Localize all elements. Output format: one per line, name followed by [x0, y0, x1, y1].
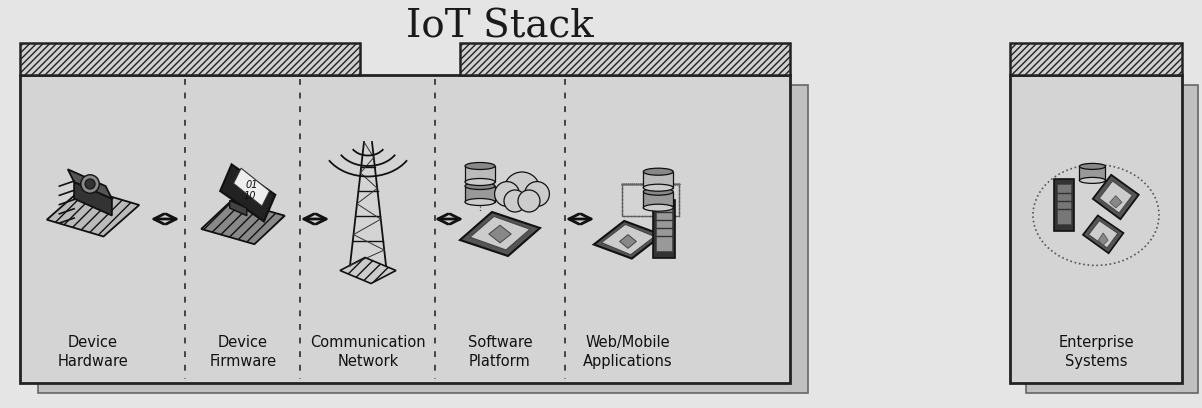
Bar: [1054, 179, 1073, 231]
Bar: [1027, 85, 1198, 393]
Bar: [623, 184, 679, 216]
Bar: [460, 43, 790, 75]
Circle shape: [494, 182, 519, 206]
Ellipse shape: [1079, 177, 1106, 184]
Bar: [643, 172, 673, 188]
Text: 10: 10: [243, 191, 256, 201]
Polygon shape: [489, 225, 511, 243]
Polygon shape: [75, 182, 112, 215]
Polygon shape: [1099, 233, 1108, 245]
Bar: [465, 166, 495, 182]
Polygon shape: [1083, 215, 1124, 253]
Ellipse shape: [1079, 163, 1106, 169]
Polygon shape: [1093, 175, 1138, 219]
Circle shape: [518, 190, 540, 212]
Polygon shape: [1089, 221, 1118, 248]
Polygon shape: [1109, 196, 1121, 208]
Ellipse shape: [643, 184, 673, 191]
Text: Communication
Network: Communication Network: [310, 335, 426, 368]
Ellipse shape: [465, 162, 495, 169]
Bar: [1079, 166, 1106, 180]
Bar: [643, 192, 673, 208]
Bar: [1010, 43, 1182, 75]
Polygon shape: [233, 168, 269, 206]
Circle shape: [81, 175, 100, 193]
Bar: [656, 205, 672, 251]
Polygon shape: [594, 221, 662, 259]
Polygon shape: [220, 164, 275, 222]
Ellipse shape: [465, 199, 495, 206]
Ellipse shape: [643, 168, 673, 175]
Polygon shape: [460, 212, 540, 256]
Polygon shape: [230, 200, 246, 216]
Bar: [623, 184, 679, 216]
Polygon shape: [1100, 181, 1132, 213]
Polygon shape: [67, 169, 112, 199]
Text: 01: 01: [245, 180, 257, 190]
Circle shape: [504, 190, 526, 212]
Polygon shape: [601, 224, 655, 255]
Ellipse shape: [465, 179, 495, 186]
Ellipse shape: [643, 204, 673, 211]
Text: Device
Firmware: Device Firmware: [209, 335, 276, 368]
Ellipse shape: [465, 182, 495, 189]
Circle shape: [85, 179, 95, 189]
Bar: [38, 85, 808, 393]
Text: Software
Platform: Software Platform: [468, 335, 532, 368]
Bar: [653, 200, 676, 258]
Bar: [20, 43, 361, 75]
Ellipse shape: [643, 188, 673, 195]
Text: Web/Mobile
Applications: Web/Mobile Applications: [583, 335, 673, 368]
Bar: [1057, 184, 1071, 224]
Text: IoT Stack: IoT Stack: [406, 8, 594, 45]
Circle shape: [504, 172, 540, 208]
Polygon shape: [470, 216, 530, 250]
Polygon shape: [620, 235, 636, 248]
Bar: [1010, 75, 1182, 383]
Polygon shape: [340, 257, 395, 284]
Text: Enterprise
Systems: Enterprise Systems: [1058, 335, 1133, 368]
Polygon shape: [47, 188, 139, 237]
Bar: [465, 186, 495, 202]
Bar: [20, 75, 790, 383]
Polygon shape: [201, 200, 285, 244]
Text: Device
Hardware: Device Hardware: [58, 335, 129, 368]
Circle shape: [524, 182, 549, 206]
